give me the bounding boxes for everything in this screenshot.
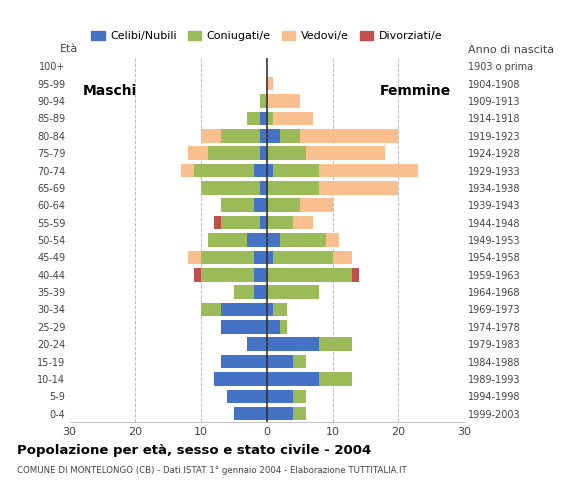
Bar — [260, 216, 267, 229]
Bar — [267, 407, 293, 420]
Bar — [267, 112, 273, 125]
Bar — [273, 303, 287, 316]
Bar — [201, 303, 221, 316]
Bar — [260, 94, 267, 108]
Bar — [201, 251, 253, 264]
Bar — [320, 164, 418, 177]
Bar — [267, 129, 280, 143]
Bar — [267, 303, 273, 316]
Text: Femmine: Femmine — [379, 84, 451, 97]
Bar — [267, 390, 293, 403]
Bar — [221, 199, 253, 212]
Bar — [273, 112, 313, 125]
Bar — [267, 337, 320, 351]
Bar — [208, 233, 247, 247]
Bar — [280, 320, 287, 334]
Bar — [227, 390, 267, 403]
Bar — [267, 233, 280, 247]
Bar — [267, 146, 306, 160]
Bar — [182, 164, 194, 177]
Bar — [194, 164, 253, 177]
Bar — [293, 390, 306, 403]
Bar — [273, 164, 320, 177]
Bar — [273, 251, 332, 264]
Bar — [221, 216, 260, 229]
Bar — [267, 251, 273, 264]
Bar — [267, 94, 300, 108]
Bar — [253, 268, 267, 281]
Bar — [214, 216, 221, 229]
Bar — [267, 320, 280, 334]
Bar — [280, 129, 300, 143]
Text: Età: Età — [60, 44, 78, 54]
Bar — [267, 164, 273, 177]
Bar — [267, 372, 320, 386]
Bar — [267, 199, 300, 212]
Bar — [293, 407, 306, 420]
Bar — [221, 129, 260, 143]
Bar — [267, 216, 293, 229]
Bar — [214, 372, 267, 386]
Bar — [306, 146, 385, 160]
Bar — [320, 181, 398, 195]
Bar — [293, 216, 313, 229]
Bar — [253, 285, 267, 299]
Legend: Celibi/Nubili, Coniugati/e, Vedovi/e, Divorziati/e: Celibi/Nubili, Coniugati/e, Vedovi/e, Di… — [87, 27, 447, 46]
Bar — [260, 181, 267, 195]
Text: Anno di nascita: Anno di nascita — [468, 45, 554, 55]
Bar — [201, 268, 253, 281]
Bar — [332, 251, 352, 264]
Bar — [234, 407, 267, 420]
Bar — [221, 320, 267, 334]
Bar — [234, 285, 253, 299]
Text: Maschi: Maschi — [83, 84, 137, 97]
Bar — [201, 129, 221, 143]
Bar — [221, 355, 267, 368]
Bar — [352, 268, 359, 281]
Bar — [260, 129, 267, 143]
Bar — [208, 146, 260, 160]
Bar — [326, 233, 339, 247]
Bar — [260, 146, 267, 160]
Bar — [320, 372, 352, 386]
Bar — [221, 303, 267, 316]
Bar — [267, 355, 293, 368]
Bar — [267, 268, 352, 281]
Bar — [320, 337, 352, 351]
Bar — [280, 233, 326, 247]
Bar — [267, 285, 320, 299]
Bar — [253, 199, 267, 212]
Bar — [201, 181, 260, 195]
Bar — [300, 129, 398, 143]
Bar — [293, 355, 306, 368]
Bar — [247, 233, 267, 247]
Bar — [260, 112, 267, 125]
Bar — [194, 268, 201, 281]
Bar — [267, 77, 273, 90]
Bar — [247, 112, 260, 125]
Bar — [188, 146, 208, 160]
Text: Popolazione per età, sesso e stato civile - 2004: Popolazione per età, sesso e stato civil… — [17, 444, 372, 457]
Bar — [267, 181, 320, 195]
Bar — [188, 251, 201, 264]
Bar — [253, 164, 267, 177]
Text: COMUNE DI MONTELONGO (CB) - Dati ISTAT 1° gennaio 2004 - Elaborazione TUTTITALIA: COMUNE DI MONTELONGO (CB) - Dati ISTAT 1… — [17, 466, 407, 475]
Bar — [247, 337, 267, 351]
Bar — [300, 199, 332, 212]
Bar — [253, 251, 267, 264]
